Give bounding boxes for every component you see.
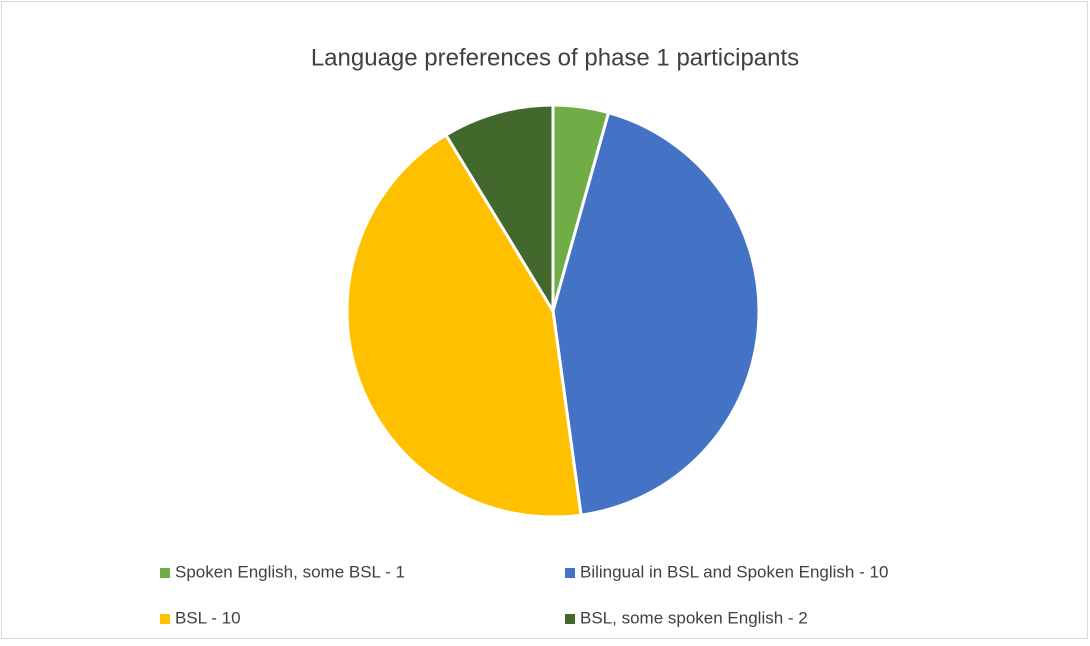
legend-swatch <box>160 614 170 624</box>
legend-label: BSL, some spoken English - 2 <box>580 608 808 627</box>
pie-slice <box>444 103 555 313</box>
legend-label: Bilingual in BSL and Spoken English - 10 <box>580 562 888 581</box>
legend-swatch <box>160 568 170 578</box>
pie-slice <box>551 111 761 517</box>
legend-swatch <box>565 568 575 578</box>
legend-label: BSL - 10 <box>175 608 241 627</box>
legend-swatch <box>565 614 575 624</box>
pie-slice <box>345 133 583 519</box>
legend-label: Spoken English, some BSL - 1 <box>175 562 405 581</box>
chart-title: Language preferences of phase 1 particip… <box>311 44 799 71</box>
